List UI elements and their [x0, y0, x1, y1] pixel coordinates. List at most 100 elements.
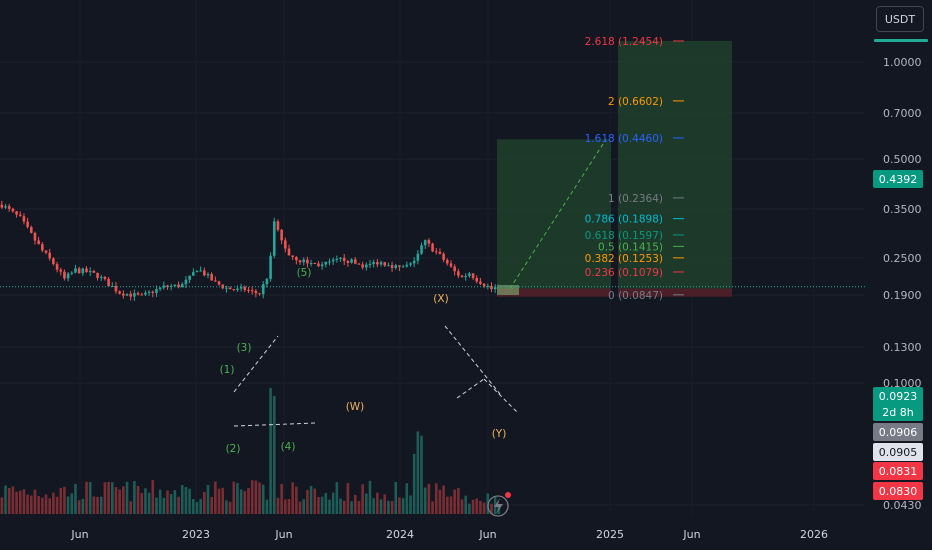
- y-tick-label: 0.3500: [883, 203, 922, 216]
- x-tick-label: Jun: [70, 528, 88, 541]
- candle-body: [269, 255, 272, 279]
- x-tick-label: 2024: [386, 528, 414, 541]
- candle-body: [471, 273, 475, 278]
- y-tick-label: 0.1900: [883, 289, 922, 302]
- candle-body: [254, 291, 258, 294]
- volume-bar: [155, 497, 158, 514]
- volume-bar: [482, 502, 486, 514]
- volume-bar: [162, 497, 166, 514]
- entry-box: [497, 284, 519, 296]
- candle-body: [203, 270, 206, 276]
- volume-bar: [280, 483, 283, 514]
- x-tick-label: Jun: [478, 528, 496, 541]
- volume-bar: [431, 501, 434, 514]
- candle-body: [177, 284, 180, 288]
- candle-body: [114, 285, 118, 292]
- candle-body: [155, 289, 158, 293]
- volume-bar: [243, 491, 247, 514]
- volume-bar: [342, 500, 346, 514]
- candle-body: [475, 277, 479, 282]
- alert-dot: [505, 492, 511, 498]
- candle-body: [228, 287, 232, 290]
- volume-bar: [30, 495, 33, 514]
- candle-body: [85, 268, 88, 273]
- volume-bar: [236, 483, 239, 514]
- price-label-text: 2d 8h: [882, 406, 913, 419]
- candle-body: [261, 284, 265, 295]
- volume-bar: [66, 496, 70, 514]
- candle-body: [368, 263, 372, 265]
- candle-body: [298, 260, 302, 263]
- y-tick-label: 0.1300: [883, 341, 922, 354]
- candle-body: [44, 250, 48, 253]
- y-tick-label: 0.7000: [883, 107, 922, 120]
- candle-body: [306, 259, 309, 264]
- candle-body: [409, 263, 412, 265]
- volume-bar: [442, 485, 445, 514]
- loss-zone-1: [497, 288, 611, 297]
- candle-body: [379, 262, 383, 265]
- candle-body: [442, 253, 445, 260]
- candle-body: [453, 266, 456, 272]
- candle-body: [353, 259, 357, 264]
- volume-bar: [11, 486, 15, 514]
- volume-bar: [420, 435, 423, 514]
- candle-body: [295, 256, 298, 261]
- candle-body: [460, 275, 464, 277]
- candle-body: [342, 257, 346, 261]
- volume-bar: [18, 490, 22, 514]
- volume-bar: [434, 483, 438, 514]
- volume-bar: [55, 496, 59, 514]
- volume-bar: [265, 499, 269, 514]
- candle-body: [434, 251, 438, 253]
- fib-level-label: 1.618 (0.4460): [585, 133, 663, 145]
- candle-body: [457, 271, 460, 276]
- candle-body: [66, 273, 70, 279]
- candle-body: [195, 270, 199, 273]
- volume-bar: [195, 501, 199, 514]
- candle-body: [70, 272, 74, 274]
- volume-bar: [129, 501, 132, 514]
- volume-bar: [368, 480, 372, 514]
- volume-bar: [365, 493, 368, 514]
- candle-body: [416, 253, 420, 261]
- volume-bar: [85, 481, 88, 514]
- volume-bars: [0, 387, 501, 514]
- x-axis: Jun 2023 Jun 2024 Jun 2025 Jun 2026: [70, 528, 828, 541]
- candle-body: [247, 289, 250, 291]
- wave-label: (4): [281, 441, 296, 453]
- candle-body: [173, 284, 177, 286]
- candle-body: [199, 270, 202, 272]
- candle-body: [405, 264, 409, 267]
- candle-body: [125, 293, 129, 296]
- price-label-text: 0.0905: [879, 446, 918, 459]
- currency-button[interactable]: USDT: [876, 6, 924, 32]
- candle-body: [214, 280, 217, 282]
- volume-bar: [232, 481, 236, 514]
- wave-label: (Y): [492, 428, 507, 440]
- volume-bar: [335, 482, 339, 514]
- volume-bar: [184, 487, 188, 514]
- volume-bar: [221, 487, 225, 514]
- candle-body: [0, 204, 4, 208]
- candle-body: [232, 289, 236, 291]
- volume-bar: [261, 484, 265, 514]
- volume-bar: [177, 496, 180, 514]
- candle-body: [280, 229, 283, 241]
- volume-bar: [449, 496, 453, 514]
- volume-bar: [302, 499, 306, 514]
- volume-bar: [33, 489, 37, 514]
- y-tick-label: 0.1000: [883, 377, 922, 390]
- volume-bar: [269, 387, 272, 514]
- volume-bar: [427, 483, 431, 514]
- volume-bar: [468, 503, 471, 514]
- volume-bar: [361, 484, 364, 514]
- volume-bar: [339, 498, 342, 514]
- profit-zone-1: [497, 139, 611, 289]
- candle-body: [423, 240, 427, 246]
- candle-body: [210, 274, 213, 281]
- candle-body: [55, 264, 59, 270]
- volume-bar: [147, 492, 151, 514]
- volume-bar: [490, 503, 493, 514]
